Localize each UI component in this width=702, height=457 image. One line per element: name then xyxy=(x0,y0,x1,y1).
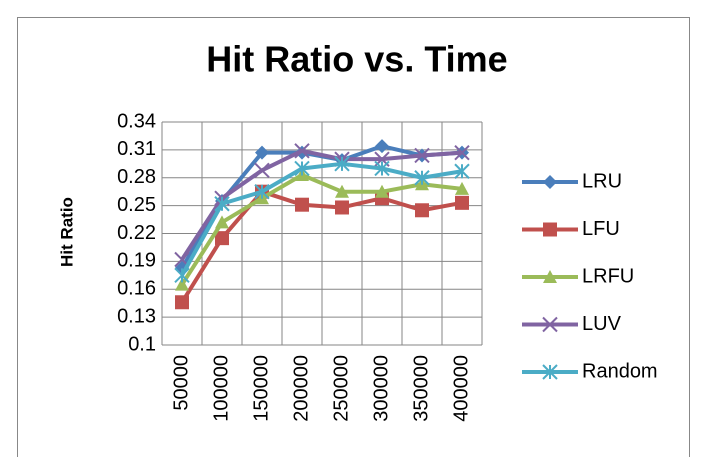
legend-label: LFU xyxy=(582,218,620,240)
marker xyxy=(414,170,430,186)
y-tick-label: 0.1 xyxy=(128,333,156,355)
x-tick-label: 150000 xyxy=(250,355,272,422)
x-tick-label: 250000 xyxy=(330,355,352,422)
marker xyxy=(295,197,309,212)
chart-border xyxy=(17,17,690,457)
y-tick-label: 0.19 xyxy=(117,250,156,272)
marker xyxy=(335,184,349,198)
x-tick-label: 50000 xyxy=(170,355,192,411)
x-tick-label: 100000 xyxy=(210,355,232,422)
marker xyxy=(375,139,389,154)
marker xyxy=(542,316,558,333)
legend-label: LRU xyxy=(582,170,622,192)
marker xyxy=(542,364,558,380)
marker xyxy=(175,295,189,310)
marker xyxy=(543,270,557,283)
marker xyxy=(174,267,190,284)
chart-title: Hit Ratio vs. Time xyxy=(206,39,507,80)
marker xyxy=(374,160,390,177)
y-tick-label: 0.25 xyxy=(117,194,156,216)
marker xyxy=(215,231,229,246)
marker xyxy=(254,183,270,200)
marker xyxy=(543,175,557,189)
legend-label: LUV xyxy=(582,313,622,335)
marker xyxy=(215,215,229,229)
marker xyxy=(294,143,310,159)
legend-label: Random xyxy=(582,360,658,382)
y-tick-label: 0.34 xyxy=(117,110,156,132)
marker xyxy=(255,145,269,160)
marker xyxy=(175,277,189,291)
marker xyxy=(455,195,469,210)
y-tick-label: 0.31 xyxy=(117,138,156,160)
y-tick-label: 0.28 xyxy=(117,166,156,188)
series-line xyxy=(180,161,463,277)
y-tick-label: 0.22 xyxy=(117,222,156,244)
marker xyxy=(415,203,429,218)
x-tick-label: 200000 xyxy=(290,355,312,422)
x-tick-label: 350000 xyxy=(410,355,432,422)
marker xyxy=(414,147,430,164)
series-line xyxy=(180,148,463,261)
marker xyxy=(335,200,349,215)
marker xyxy=(254,162,270,179)
x-tick-label: 400000 xyxy=(450,355,472,422)
series-line xyxy=(180,172,463,286)
marker xyxy=(334,156,350,172)
marker xyxy=(294,160,310,177)
marker xyxy=(455,181,469,195)
x-tick-label: 300000 xyxy=(370,355,392,422)
y-tick-label: 0.13 xyxy=(117,305,156,327)
legend-label: LRFU xyxy=(582,265,634,287)
y-tick-label: 0.16 xyxy=(117,278,156,300)
marker xyxy=(214,196,230,212)
marker xyxy=(543,222,557,237)
y-axis-label: Hit Ratio xyxy=(57,197,76,267)
marker xyxy=(454,144,470,161)
marker xyxy=(375,184,389,198)
marker xyxy=(454,163,470,179)
